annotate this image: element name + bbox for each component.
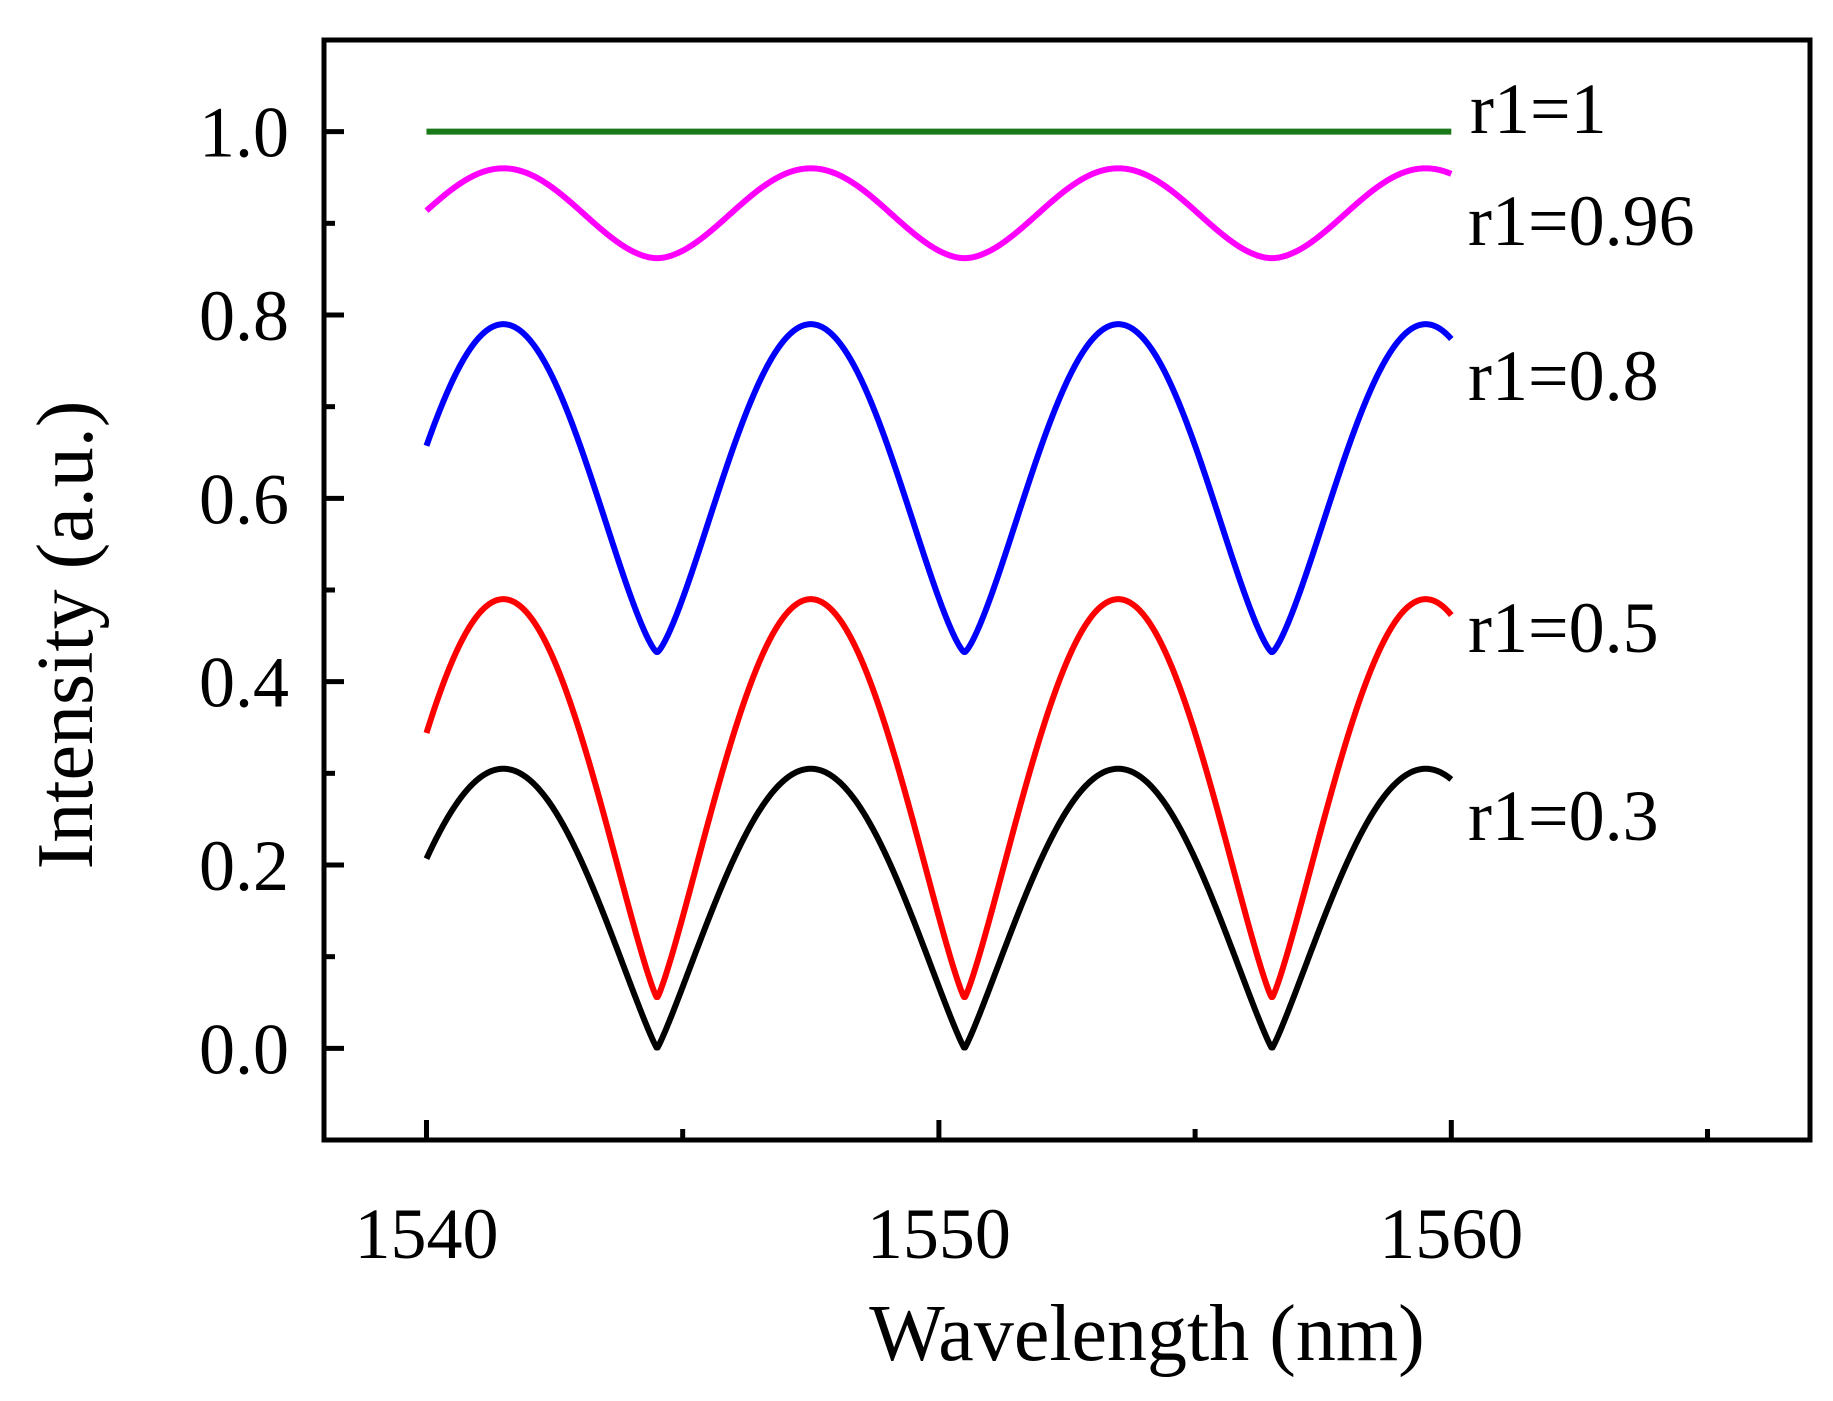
x-tick-label-1550: 1550	[867, 1194, 1011, 1274]
series-line-r1=0.8	[423, 321, 1454, 655]
series-label-r1=0.8: r1=0.8	[1468, 336, 1659, 416]
y-tick-label-1.0: 1.0	[199, 93, 289, 173]
series-label-r1=0.3: r1=0.3	[1468, 776, 1659, 856]
x-tick-label-1560: 1560	[1379, 1194, 1523, 1274]
series-label-r1=1: r1=1	[1470, 69, 1607, 149]
y-tick-label-0.2: 0.2	[199, 826, 289, 906]
series-line-r1=0.96	[424, 165, 1454, 262]
curves-layer	[423, 128, 1454, 1051]
series-line-r1=0.5	[423, 596, 1454, 1000]
series-label-r1=0.96: r1=0.96	[1468, 181, 1695, 261]
x-axis-title: Wavelength (nm)	[869, 1290, 1425, 1378]
axis-tick-labels: 1540 1550 1560 0.0 0.2 0.4 0.6 0.8 1.0	[199, 93, 1523, 1274]
y-tick-label-0.8: 0.8	[199, 276, 289, 356]
y-tick-label-0.0: 0.0	[199, 1009, 289, 1089]
y-tick-label-0.4: 0.4	[199, 643, 289, 723]
y-tick-label-0.6: 0.6	[199, 459, 289, 539]
series-labels: r1=1 r1=0.96 r1=0.8 r1=0.5 r1=0.3	[1468, 69, 1695, 856]
series-label-r1=0.5: r1=0.5	[1468, 588, 1659, 668]
axis-ticks	[324, 129, 1711, 1140]
x-tick-label-1540: 1540	[354, 1194, 498, 1274]
series-line-r1=0.3	[423, 765, 1454, 1051]
y-axis-title: Intensity (a.u.)	[22, 401, 110, 870]
